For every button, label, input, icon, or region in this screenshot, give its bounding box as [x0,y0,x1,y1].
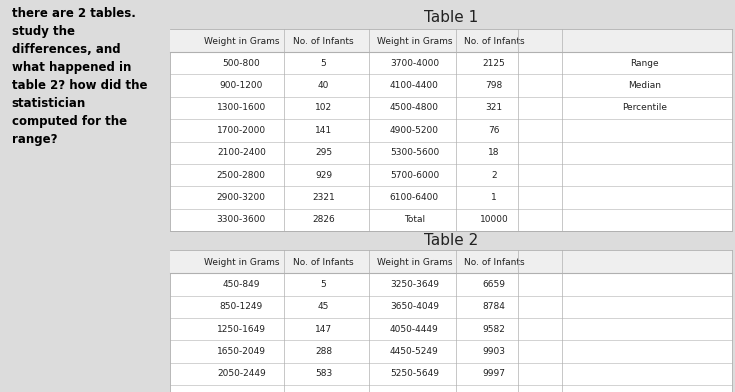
Text: Weight in Grams: Weight in Grams [376,37,452,45]
Text: 2125: 2125 [482,59,505,68]
Text: 850-1249: 850-1249 [220,302,263,311]
Text: 3250-3649: 3250-3649 [390,280,439,289]
Text: 8784: 8784 [482,302,505,311]
Text: 76: 76 [488,126,500,135]
Text: 9582: 9582 [482,325,505,334]
Text: 1250-1649: 1250-1649 [217,325,266,334]
Text: Weight in Grams: Weight in Grams [204,37,279,45]
Text: 9997: 9997 [482,369,506,378]
Text: 9903: 9903 [482,347,506,356]
Text: No. of Infants: No. of Infants [293,258,354,267]
Text: 5300-5600: 5300-5600 [390,148,439,157]
Text: there are 2 tables.
study the
differences, and
what happened in
table 2? how did: there are 2 tables. study the difference… [12,7,147,146]
Text: 2321: 2321 [312,193,335,202]
Text: 2826: 2826 [312,215,335,224]
Text: 1650-2049: 1650-2049 [217,347,266,356]
Text: 102: 102 [315,103,332,113]
Text: 288: 288 [315,347,332,356]
Text: 2: 2 [491,171,497,180]
Text: No. of Infants: No. of Infants [464,258,524,267]
Text: 929: 929 [315,171,332,180]
Text: 40: 40 [318,81,329,90]
Text: 4900-5200: 4900-5200 [390,126,439,135]
Text: No. of Infants: No. of Infants [464,37,524,45]
Text: 5250-5649: 5250-5649 [390,369,439,378]
Text: 450-849: 450-849 [223,280,260,289]
FancyBboxPatch shape [171,250,732,273]
Text: No. of Infants: No. of Infants [293,37,354,45]
Text: 6659: 6659 [482,280,506,289]
Text: Table 1: Table 1 [424,10,478,25]
Text: 3650-4049: 3650-4049 [390,302,439,311]
Text: 4050-4449: 4050-4449 [390,325,439,334]
Text: 18: 18 [488,148,500,157]
Text: 4450-5249: 4450-5249 [390,347,439,356]
Text: 798: 798 [485,81,503,90]
Text: 1700-2000: 1700-2000 [217,126,266,135]
FancyBboxPatch shape [171,250,732,392]
Text: 2900-3200: 2900-3200 [217,193,266,202]
Text: 2500-2800: 2500-2800 [217,171,266,180]
Text: 2050-2449: 2050-2449 [217,369,266,378]
Text: 4500-4800: 4500-4800 [390,103,439,113]
Text: 3700-4000: 3700-4000 [390,59,439,68]
Text: Percentile: Percentile [622,103,667,113]
Text: Weight in Grams: Weight in Grams [376,258,452,267]
Text: 500-800: 500-800 [223,59,260,68]
Text: 45: 45 [318,302,329,311]
Text: 5: 5 [320,280,326,289]
Text: 10000: 10000 [479,215,508,224]
Text: Total: Total [404,215,425,224]
FancyBboxPatch shape [171,29,732,231]
Text: 1: 1 [491,193,497,202]
Text: 900-1200: 900-1200 [220,81,263,90]
Text: 4100-4400: 4100-4400 [390,81,439,90]
Text: 2100-2400: 2100-2400 [217,148,266,157]
Text: Weight in Grams: Weight in Grams [204,258,279,267]
Text: Table 2: Table 2 [424,233,478,248]
Text: 5700-6000: 5700-6000 [390,171,439,180]
Text: 5: 5 [320,59,326,68]
Text: 141: 141 [315,126,332,135]
Text: Range: Range [630,59,659,68]
Text: 321: 321 [485,103,503,113]
Text: 583: 583 [315,369,332,378]
FancyBboxPatch shape [171,29,732,52]
Text: 1300-1600: 1300-1600 [217,103,266,113]
Text: 147: 147 [315,325,332,334]
Text: 295: 295 [315,148,332,157]
Text: 6100-6400: 6100-6400 [390,193,439,202]
Text: Median: Median [628,81,661,90]
Text: 3300-3600: 3300-3600 [217,215,266,224]
